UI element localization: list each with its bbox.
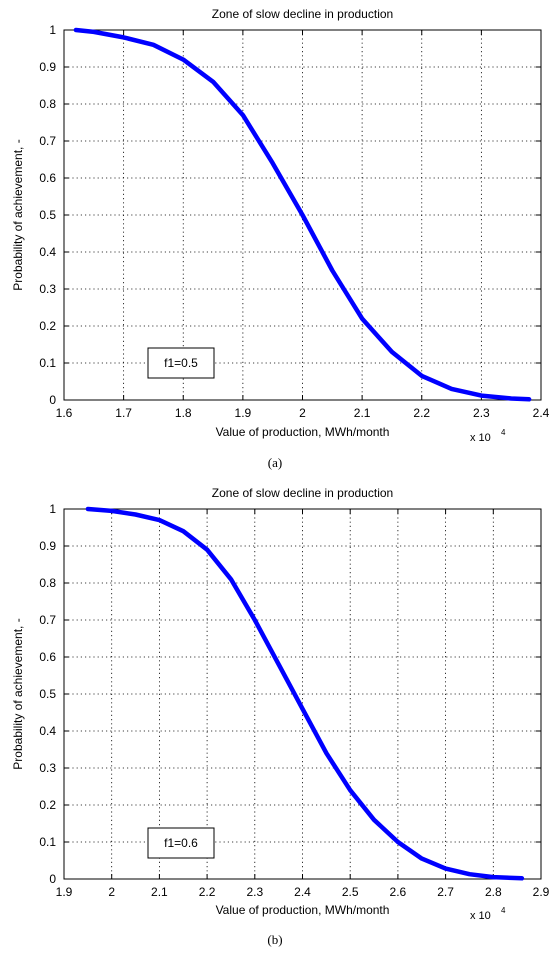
- x-tick-label: 2.3: [246, 885, 263, 899]
- y-axis-label: Probability of achievement, -: [11, 139, 25, 290]
- annotation-label: f1=0.5: [164, 356, 198, 370]
- x-axis-label: Value of production, MWh/month: [216, 903, 390, 917]
- y-tick-label: 0.4: [39, 724, 56, 738]
- x-tick-label: 2: [108, 885, 115, 899]
- x-tick-label: 1.7: [115, 406, 132, 420]
- x-tick-label: 2.9: [533, 885, 550, 899]
- y-tick-label: 0: [49, 872, 56, 886]
- x-axis-multiplier-exponent: 4: [501, 428, 506, 437]
- y-tick-label: 0.4: [39, 245, 56, 259]
- chart-panel-a: 1.6 1.7 1.8 1.9 2 2.1 2.2 2.3 2.4 0 0.1 0.2 0.3 0.4 0.…: [11, 7, 550, 470]
- x-tick-label: 1.9: [56, 885, 73, 899]
- panel-caption: (b): [267, 932, 282, 947]
- y-tick-label: 0.6: [39, 650, 56, 664]
- annotation-label: f1=0.6: [164, 836, 198, 850]
- y-tick-label: 0.2: [39, 798, 56, 812]
- y-tick-label: 0.3: [39, 282, 56, 296]
- y-tick-label: 0.9: [39, 539, 56, 553]
- y-tick-label: 1: [49, 23, 56, 37]
- x-tick-label: 1.8: [175, 406, 192, 420]
- series-line: [73, 27, 532, 402]
- x-axis-multiplier: x 10: [470, 910, 491, 922]
- y-tick-label: 0.1: [39, 835, 56, 849]
- x-tick-label: 2: [299, 406, 306, 420]
- x-tick-label: 2.3: [473, 406, 490, 420]
- chart-title: Zone of slow decline in production: [212, 486, 393, 500]
- series-line: [85, 506, 525, 881]
- annotation-box: [147, 827, 215, 859]
- panel-caption: (a): [268, 455, 282, 470]
- y-tick-label: 0.2: [39, 319, 56, 333]
- y-tick-label: 0.1: [39, 356, 56, 370]
- y-tick-label: 1: [49, 502, 56, 516]
- x-axis-multiplier: x 10: [470, 432, 491, 444]
- x-tick-label: 2.4: [533, 406, 550, 420]
- annotation-box: [147, 347, 215, 379]
- x-tick-label: 2.6: [390, 885, 407, 899]
- y-tick-label: 0.8: [39, 576, 56, 590]
- x-axis-multiplier-exponent: 4: [501, 906, 506, 915]
- x-tick-label: 2.5: [342, 885, 359, 899]
- y-tick-label: 0.7: [39, 134, 56, 148]
- x-tick-label: 2.7: [437, 885, 454, 899]
- y-axis-label: Probability of achievement, -: [11, 618, 25, 769]
- chart-title: Zone of slow decline in production: [212, 7, 393, 21]
- y-tick-label: 0.6: [39, 171, 56, 185]
- x-tick-label: 2.2: [413, 406, 430, 420]
- x-tick-label: 1.6: [56, 406, 73, 420]
- y-tick-label: 0.5: [39, 208, 56, 222]
- y-tick-label: 0.3: [39, 761, 56, 775]
- y-tick-label: 0.5: [39, 687, 56, 701]
- y-tick-label: 0.8: [39, 97, 56, 111]
- y-tick-label: 0.9: [39, 60, 56, 74]
- x-tick-label: 2.2: [199, 885, 216, 899]
- x-tick-label: 1.9: [235, 406, 252, 420]
- x-tick-label: 2.1: [151, 885, 168, 899]
- y-tick-label: 0: [49, 393, 56, 407]
- y-tick-label: 0.7: [39, 613, 56, 627]
- x-tick-label: 2.1: [354, 406, 371, 420]
- x-axis-label: Value of production, MWh/month: [216, 425, 390, 439]
- x-tick-label: 2.4: [294, 885, 311, 899]
- chart-panel-b: 1.9 2 2.1 2.2 2.3 2.4 2.5 2.6 2.7 2.8 2.9 0 0.1 0.2 0.…: [11, 486, 550, 947]
- x-tick-label: 2.8: [485, 885, 502, 899]
